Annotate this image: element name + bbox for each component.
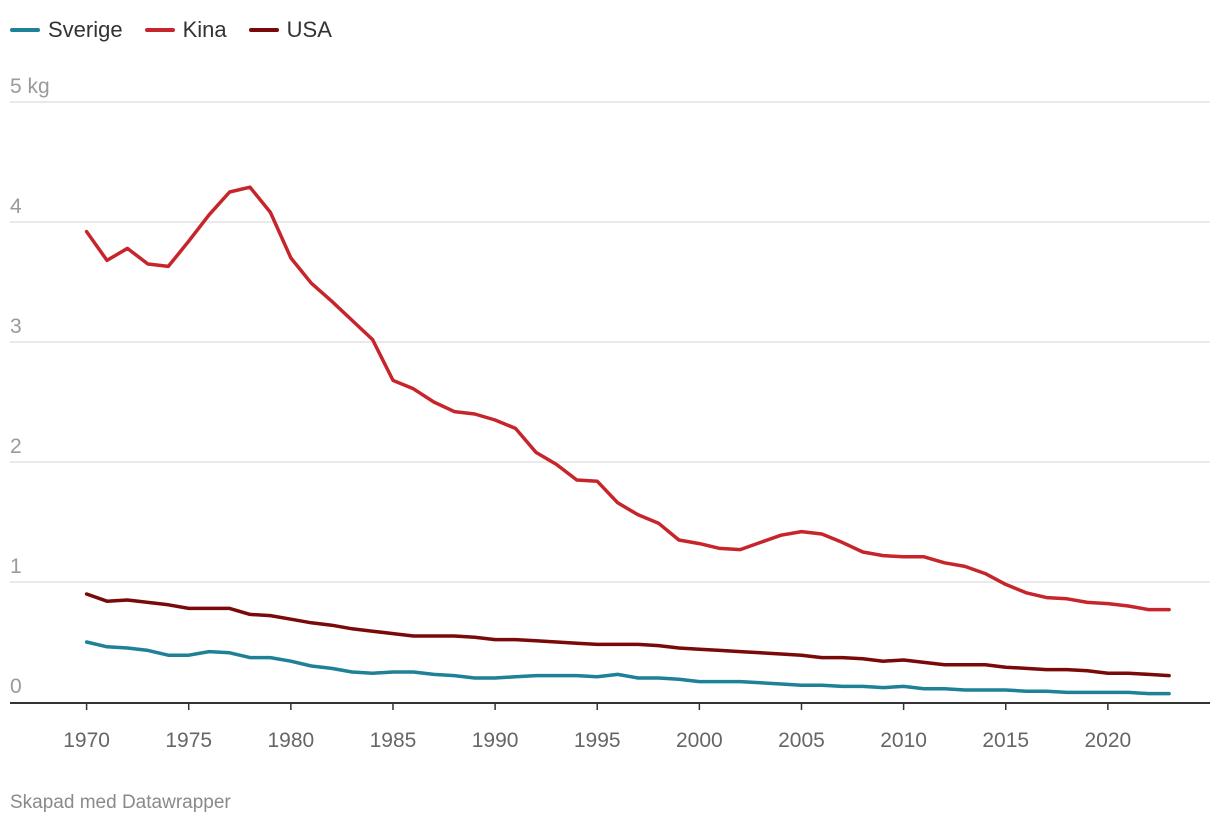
x-tick-label-2010: 2010 (880, 729, 927, 752)
legend-item-kina: Kina (144, 17, 227, 43)
legend-item-usa: USA (248, 17, 332, 43)
x-tick-label-1980: 1980 (267, 729, 314, 752)
y-tick-label-2: 2 (10, 435, 22, 458)
series-line-kina (84, 185, 1171, 612)
series-line-sverige (84, 640, 1171, 696)
y-tick-label-0: 0 (10, 675, 22, 698)
legend: Sverige Kina USA (10, 14, 332, 46)
footer-credit: Skapad med Datawrapper (10, 792, 231, 813)
legend-swatch-kina (144, 28, 175, 32)
y-tick-label-4: 4 (10, 195, 22, 218)
legend-label-sverige: Sverige (48, 17, 123, 42)
x-tick-label-2000: 2000 (676, 729, 723, 752)
legend-label-kina: Kina (182, 17, 227, 42)
series-line-usa (84, 592, 1171, 678)
legend-label-usa: USA (286, 17, 332, 42)
legend-item-sverige: Sverige (10, 17, 123, 43)
legend-swatch-usa (248, 28, 279, 32)
x-tick-label-2020: 2020 (1085, 729, 1132, 752)
x-tick-label-1985: 1985 (370, 729, 417, 752)
x-tick-label-1995: 1995 (574, 729, 621, 752)
x-tick-label-1970: 1970 (63, 729, 110, 752)
legend-swatch-sverige (10, 28, 40, 32)
x-tick-label-2005: 2005 (778, 729, 825, 752)
y-tick-label-1: 1 (10, 555, 22, 578)
x-tick-label-1990: 1990 (472, 729, 519, 752)
x-tick-label-2015: 2015 (982, 729, 1029, 752)
x-tick-label-1975: 1975 (165, 729, 212, 752)
y-tick-label-3: 3 (10, 315, 22, 338)
y-tick-label-5: 5 kg (10, 75, 50, 98)
